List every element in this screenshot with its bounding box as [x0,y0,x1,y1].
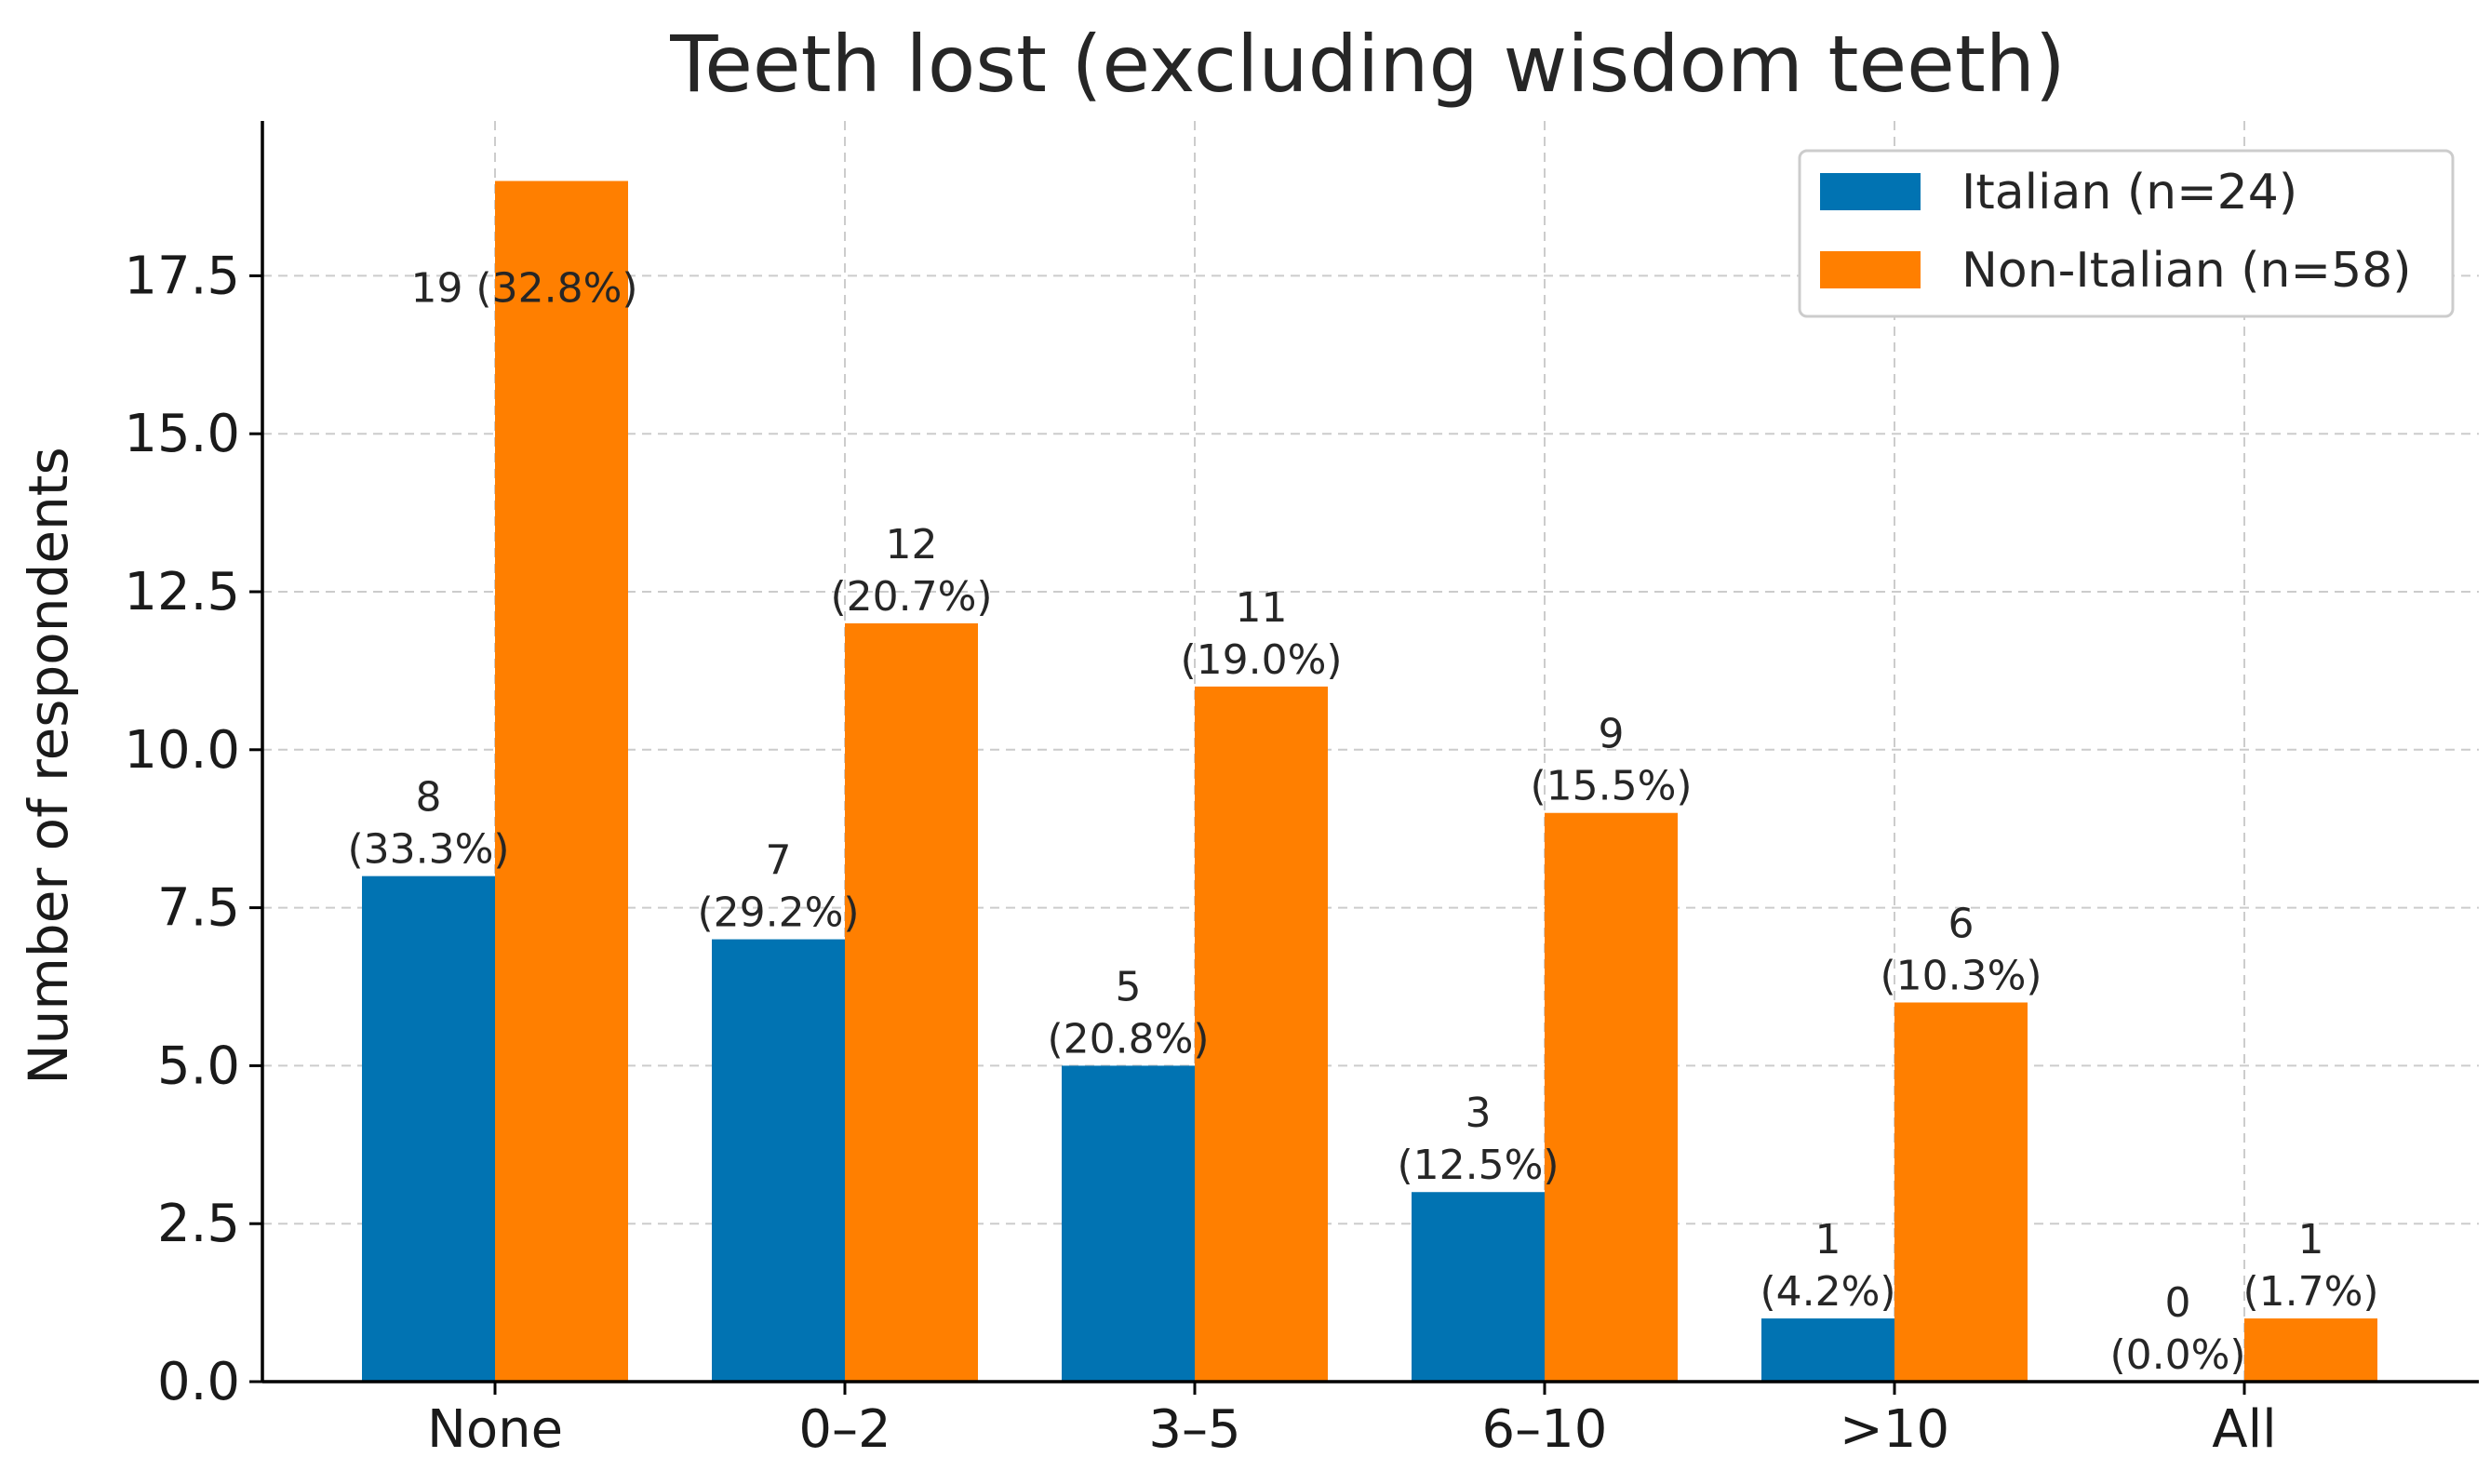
data-label-line: 6 [1948,900,1975,947]
data-labels: 8 (33.3%) 7 (29.2%) 5 (20.8%) 3 (12.5%) 1 (4.2%) 0… [347,265,2378,1379]
axes: 0.0 2.5 5.0 7.5 10.0 12.5 15.0 17.5 None 0–2 3–5 6–… [124,121,2479,1460]
data-label-non-italian: 9 (15.5%) [1530,711,1692,810]
data-label-italian: 3 (12.5%) [1397,1090,1559,1189]
bar-non-italian [1195,686,1328,1382]
y-tick-label: 17.5 [124,246,240,306]
bar-italian [1761,1318,1894,1382]
x-tick-label: >10 [1840,1399,1949,1460]
y-tick-label: 15.0 [124,404,240,464]
data-label-line: (1.7%) [2242,1268,2378,1316]
data-label-line: (33.3%) [347,826,509,874]
y-tick-label: 12.5 [124,562,240,622]
data-label-line: 9 [1599,711,1625,758]
bar-italian [362,876,495,1382]
bar-non-italian [2244,1318,2377,1382]
y-tick-label: 2.5 [157,1194,240,1254]
data-label-line: (29.2%) [697,889,859,937]
bar-non-italian [845,622,978,1382]
bar-italian [712,939,845,1382]
data-label-line: 8 [416,774,442,822]
data-label-line: 0 [2165,1279,2191,1327]
legend-box [1798,149,2455,318]
data-label-line: 19 (32.8%) [410,265,637,313]
data-label-italian: 1 (4.2%) [1760,1216,1895,1316]
data-label-line: (12.5%) [1397,1142,1559,1189]
x-tick-label: 0–2 [798,1399,890,1460]
data-label-line: 1 [1815,1216,1841,1263]
legend-swatch [1820,173,1921,210]
data-label-line: 5 [1116,963,1142,1010]
data-label-italian: 5 (20.8%) [1047,963,1209,1063]
data-label-line: (20.7%) [830,573,992,621]
data-label-line: (20.8%) [1047,1015,1209,1063]
x-tick-label: 6–10 [1482,1399,1608,1460]
bar-italian [1412,1192,1545,1382]
data-label-italian: 7 (29.2%) [697,837,859,937]
data-label-line: 11 [1236,584,1288,632]
data-label-line: (10.3%) [1880,952,2042,999]
x-tick-label: All [2212,1399,2276,1460]
bars [362,180,2377,1382]
data-label-line: 1 [2298,1216,2324,1263]
bar-non-italian [1894,1002,2028,1382]
data-label-line: 3 [1466,1090,1492,1137]
data-label-line: (15.5%) [1530,763,1692,810]
data-label-italian: 8 (33.3%) [347,774,509,874]
bar-non-italian [495,180,628,1382]
legend-swatch [1820,251,1921,288]
data-label-line: (4.2%) [1760,1268,1895,1316]
x-tick-label: 3–5 [1148,1399,1240,1460]
bar-non-italian [1545,812,1678,1382]
data-label-line: (19.0%) [1180,636,1342,684]
chart-title: Teeth lost (excluding wisdom teeth) [669,19,2066,110]
data-label-non-italian: 1 (1.7%) [2242,1216,2378,1316]
y-tick-label: 5.0 [157,1036,240,1096]
x-tick-label: None [427,1399,563,1460]
bar-italian [1062,1065,1195,1382]
y-axis-label: Number of respondents [17,447,80,1085]
legend: Italian (n=24) Non-Italian (n=58) [1798,149,2455,318]
y-tick-label: 0.0 [157,1352,240,1412]
data-label-line: 7 [766,837,792,885]
data-label-italian: 0 (0.0%) [2109,1279,2245,1379]
data-label-line: 12 [886,521,938,568]
data-label-non-italian: 6 (10.3%) [1880,900,2042,999]
data-label-non-italian: 19 (32.8%) [410,265,637,313]
legend-label: Non-Italian (n=58) [1961,243,2412,299]
data-label-non-italian: 12 (20.7%) [830,521,992,621]
data-label-line: (0.0%) [2109,1331,2245,1379]
y-tick-label: 10.0 [124,720,240,781]
y-tick-label: 7.5 [157,878,240,939]
data-label-non-italian: 11 (19.0%) [1180,584,1342,684]
legend-label: Italian (n=24) [1961,165,2297,221]
